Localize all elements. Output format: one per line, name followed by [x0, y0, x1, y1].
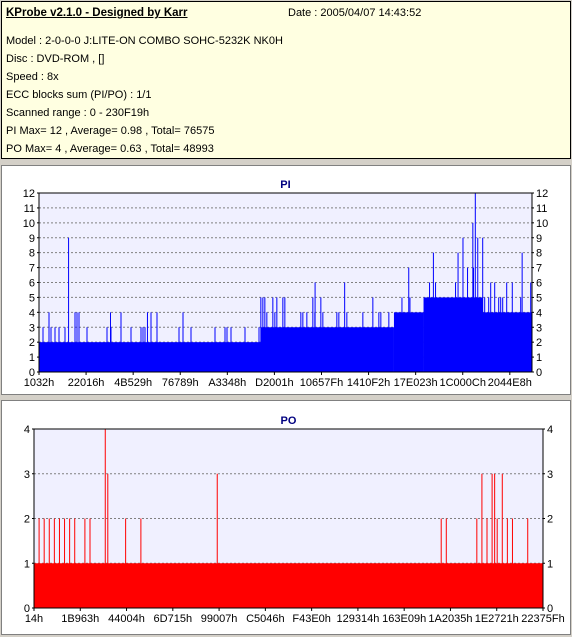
scan-date: Date : 2005/04/07 14:43:52: [288, 7, 422, 19]
y-tick-label-right: 7: [536, 263, 542, 275]
bar: [39, 342, 261, 372]
y-tick-label-left: 3: [24, 469, 30, 481]
y-tick-label-left: 10: [23, 218, 35, 230]
y-tick-label-left: 3: [29, 322, 35, 334]
x-tick-label: 1A2035h: [428, 613, 472, 625]
y-tick-label-right: 4: [547, 424, 553, 436]
y-tick-label-right: 1: [536, 352, 542, 364]
pi-stats-line: PI Max= 12 , Average= 0.98 , Total= 7657…: [6, 125, 215, 137]
app-title: KProbe v2.1.0 - Designed by Karr: [6, 7, 188, 19]
y-tick-label-left: 6: [29, 278, 35, 290]
po-chart-panel: PO 0 0 1 1 2 2 3 3 4 4 14h 1B963h 44004h 6D715h 99007h C…: [1, 400, 571, 635]
x-tick-label: 1032h: [24, 377, 55, 389]
info-panel: KProbe v2.1.0 - Designed by Karr Date : …: [1, 1, 571, 159]
x-tick-label: 1410F2h: [347, 377, 390, 389]
y-tick-label-left: 12: [23, 188, 35, 200]
bars-group: [38, 193, 532, 372]
x-tick-label: 22375Fh: [521, 613, 564, 625]
bar: [34, 563, 543, 608]
x-tick-label: 22016h: [68, 377, 105, 389]
y-tick-label-left: 1: [29, 352, 35, 364]
x-tick-label: 4B529h: [114, 377, 152, 389]
x-tick-label: 10657Fh: [300, 377, 343, 389]
x-tick-label: 44004h: [108, 613, 145, 625]
x-tick-label: 76789h: [162, 377, 199, 389]
y-tick-label-right: 11: [536, 203, 547, 215]
x-tick-label: 17E023h: [394, 377, 438, 389]
y-tick-label-right: 3: [536, 322, 542, 334]
x-tick-label: A3348h: [208, 377, 246, 389]
y-tick-label-left: 0: [24, 603, 30, 615]
y-tick-label-right: 2: [547, 514, 553, 526]
pi-chart-panel: PI 0 0 1 1 2 2 3 3 4 4 5 5 6 6 7 7 8 8 9 9 10 10 11 11 12 12 1032h 2…: [1, 165, 571, 395]
y-tick-label-right: 4: [536, 307, 542, 319]
y-tick-label-left: 9: [29, 233, 35, 245]
y-tick-label-right: 12: [536, 188, 548, 200]
y-tick-label-left: 5: [29, 292, 35, 304]
y-tick-label-left: 8: [29, 248, 35, 260]
po-stats-line: PO Max= 4 , Average= 0.63 , Total= 48993: [6, 143, 214, 155]
chart-title: PO: [281, 415, 297, 427]
ecc-line: ECC blocks sum (PI/PO) : 1/1: [6, 89, 152, 101]
y-tick-label-right: 1: [547, 558, 553, 570]
x-tick-label: 163E09h: [382, 613, 426, 625]
y-tick-label-right: 6: [536, 278, 542, 290]
speed-line: Speed : 8x: [6, 71, 59, 83]
y-tick-label-right: 10: [536, 218, 548, 230]
y-tick-label-left: 0: [29, 367, 35, 379]
x-tick-label: 1B963h: [61, 613, 99, 625]
y-tick-label-left: 1: [24, 558, 30, 570]
y-tick-label-left: 2: [24, 514, 30, 526]
po-chart: PO 0 0 1 1 2 2 3 3 4 4 14h 1B963h 44004h 6D715h 99007h C…: [24, 415, 565, 625]
disc-line: Disc : DVD-ROM , []: [6, 53, 105, 65]
model-line: Model : 2-0-0-0 J:LITE-ON COMBO SOHC-523…: [6, 35, 283, 47]
x-tick-label: 14h: [25, 613, 43, 625]
x-tick-label: 1E2721h: [475, 613, 519, 625]
bars-group: [34, 429, 543, 608]
x-tick-label: C5046h: [246, 613, 285, 625]
x-tick-label: 6D715h: [154, 613, 193, 625]
bar: [260, 327, 394, 372]
y-tick-label-right: 0: [547, 603, 553, 615]
y-tick-label-left: 4: [24, 424, 30, 436]
y-tick-label-left: 4: [29, 307, 35, 319]
y-tick-label-right: 9: [536, 233, 542, 245]
y-tick-label-right: 2: [536, 337, 542, 349]
x-tick-label: 2044E8h: [488, 377, 532, 389]
x-tick-label: 99007h: [201, 613, 238, 625]
y-tick-label-right: 8: [536, 248, 542, 260]
range-line: Scanned range : 0 - 230F19h: [6, 107, 150, 119]
x-tick-label: 1C000Ch: [439, 377, 485, 389]
y-tick-label-left: 11: [24, 203, 35, 215]
y-tick-label-right: 0: [536, 367, 542, 379]
x-tick-label: D2001h: [255, 377, 294, 389]
chart-title: PI: [280, 179, 290, 191]
y-tick-label-left: 7: [29, 263, 35, 275]
x-tick-label: 129314h: [336, 613, 379, 625]
bar: [482, 312, 532, 372]
y-tick-label-left: 2: [29, 337, 35, 349]
y-tick-label-right: 3: [547, 469, 553, 481]
y-tick-label-right: 5: [536, 292, 542, 304]
x-tick-label: F43E0h: [292, 613, 331, 625]
